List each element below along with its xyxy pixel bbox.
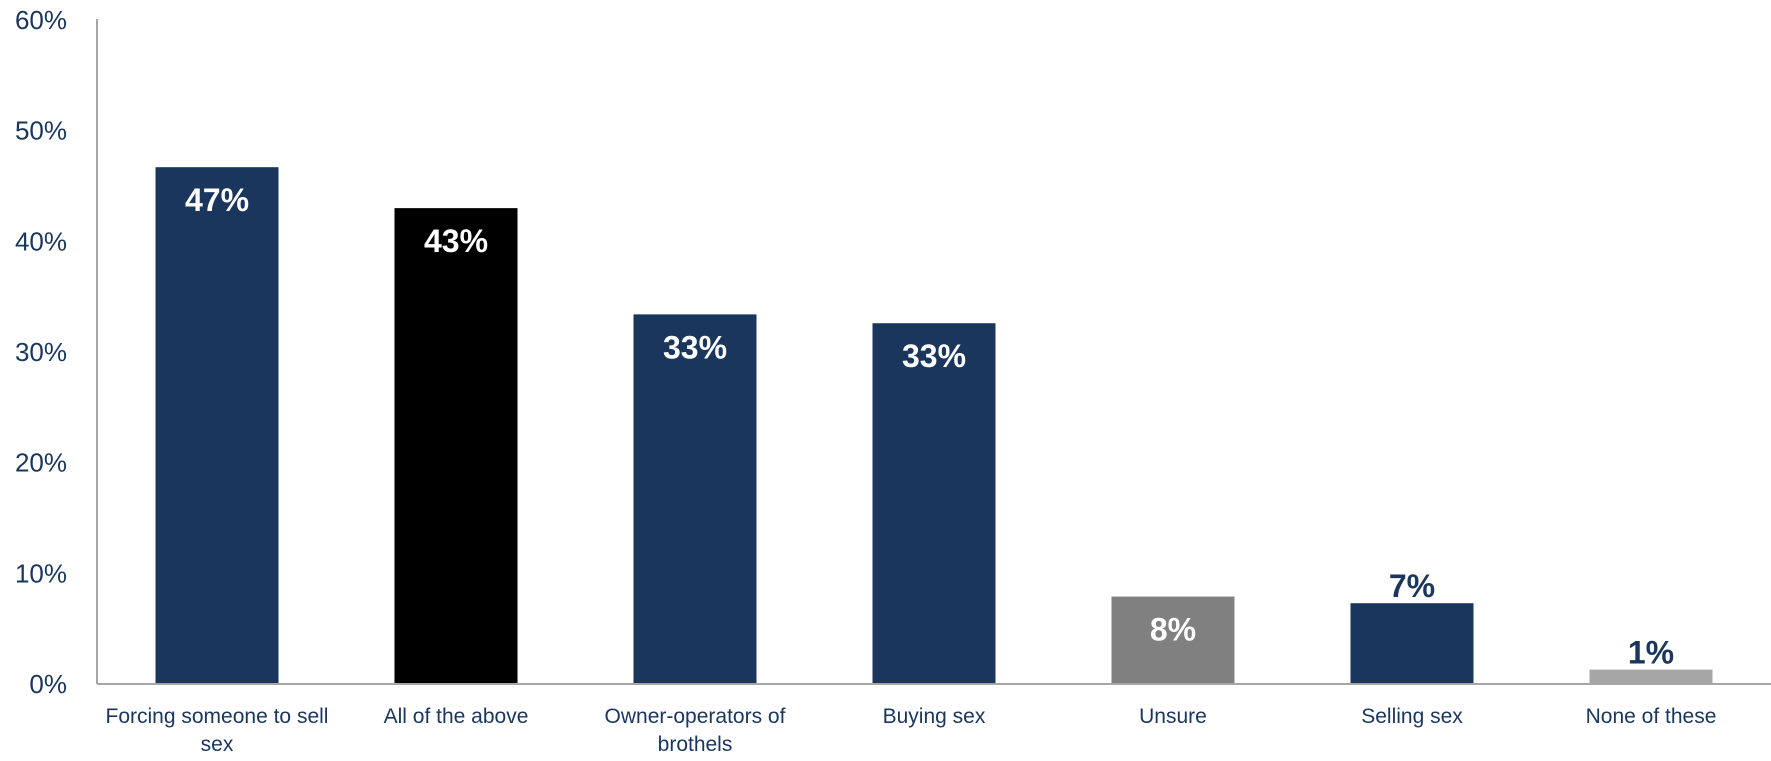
y-tick-label: 10% bbox=[15, 558, 67, 588]
bar bbox=[1350, 603, 1474, 684]
x-tick-label: Unsure bbox=[1139, 705, 1207, 728]
data-label: 7% bbox=[1389, 568, 1435, 604]
data-label: 1% bbox=[1628, 635, 1674, 671]
data-label: 33% bbox=[902, 338, 966, 374]
y-tick-label: 0% bbox=[29, 669, 67, 699]
bar bbox=[394, 208, 518, 684]
x-tick-label: Selling sex bbox=[1361, 705, 1463, 728]
x-tick-label: brothels bbox=[658, 733, 733, 756]
x-axis-labels: Forcing someone to sell sex All of the abo… bbox=[106, 705, 1717, 756]
x-tick-label: Buying sex bbox=[883, 705, 986, 728]
y-tick-label: 50% bbox=[15, 116, 67, 146]
x-tick-label: None of these bbox=[1586, 705, 1717, 728]
axes-group bbox=[96, 19, 1771, 685]
bar bbox=[155, 167, 279, 685]
data-label: 47% bbox=[185, 182, 249, 218]
data-labels-group: 47% 43% 33% 33% 8% 7% 1% bbox=[185, 182, 1674, 670]
y-axis-ticks: 0% 10% 20% 30% 40% 50% 60% bbox=[15, 5, 67, 699]
data-label: 43% bbox=[424, 223, 488, 259]
bar bbox=[872, 323, 996, 684]
y-tick-label: 20% bbox=[15, 448, 67, 478]
x-tick-label: sex bbox=[201, 733, 234, 756]
bar bbox=[633, 314, 757, 684]
data-label: 33% bbox=[663, 329, 727, 365]
x-tick-label: Forcing someone to sell bbox=[106, 705, 329, 728]
y-tick-label: 40% bbox=[15, 226, 67, 256]
x-tick-label: All of the above bbox=[384, 705, 529, 728]
bar bbox=[1589, 669, 1713, 684]
data-label: 8% bbox=[1150, 612, 1196, 648]
bars-group bbox=[155, 167, 1713, 685]
x-tick-label: Owner-operators of bbox=[605, 705, 786, 728]
y-tick-label: 60% bbox=[15, 5, 67, 35]
y-tick-label: 30% bbox=[15, 337, 67, 367]
bar bbox=[1111, 596, 1235, 684]
